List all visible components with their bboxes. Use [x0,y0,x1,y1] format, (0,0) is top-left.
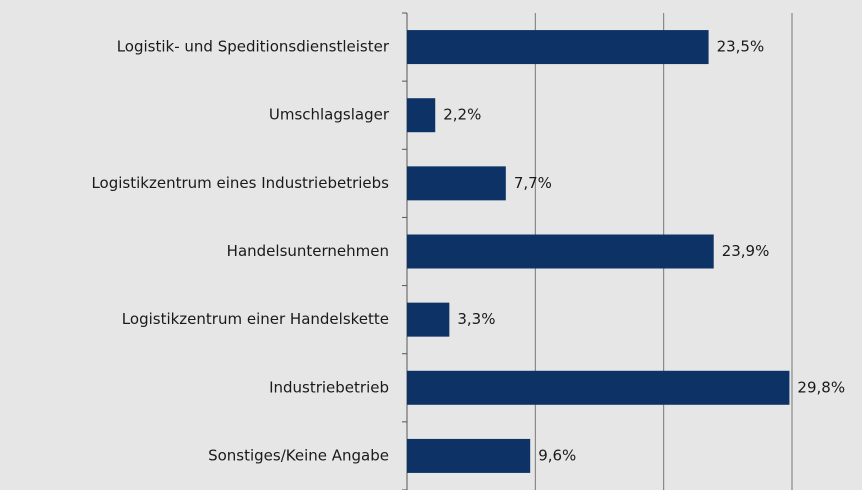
value-label: 23,9% [722,242,770,260]
bar [407,30,709,65]
value-label: 3,3% [457,310,495,328]
category-label: Handelsunternehmen [227,242,389,260]
bar [407,438,531,473]
category-label: Sonstiges/Keine Angabe [208,446,389,464]
value-label: 7,7% [514,174,552,192]
category-label: Logistik- und Speditionsdienstleister [117,38,390,56]
bar [407,370,790,405]
bar [407,98,436,133]
category-label: Logistikzentrum einer Handelskette [122,310,389,328]
value-label: 9,6% [538,446,576,464]
value-label: 23,5% [717,38,765,56]
category-label: Umschlagslager [269,106,390,124]
value-label: 2,2% [443,106,481,124]
bar [407,234,714,269]
bar [407,302,450,337]
category-label: Industriebetrieb [269,378,389,396]
value-label: 29,8% [797,378,845,396]
bar [407,166,506,201]
category-label: Logistikzentrum eines Industriebetriebs [91,174,389,192]
